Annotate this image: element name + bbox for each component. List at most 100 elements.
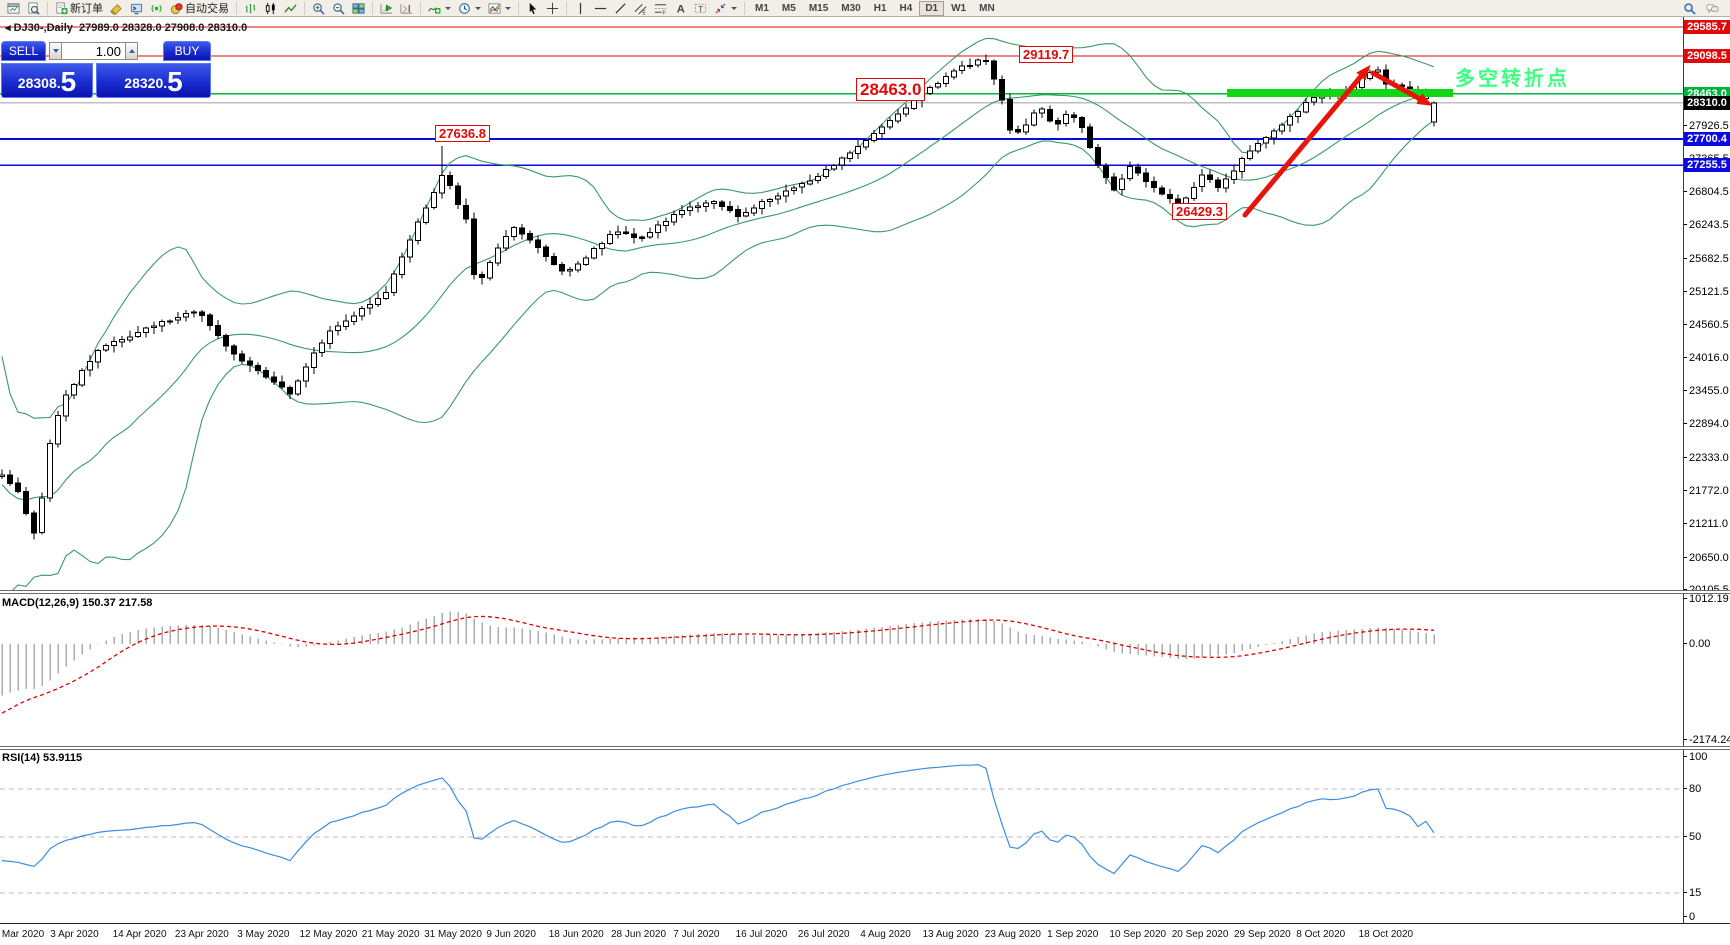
main-toolbar: 新订单 自动交易 E F A T M1 M5 M15 M30 H1 H4 D1 W1 MN bbox=[0, 0, 1730, 17]
macd-chart-svg[interactable] bbox=[0, 595, 1683, 746]
toolbar-cursor-button[interactable] bbox=[523, 1, 542, 16]
toolbar-tile-windows-button[interactable] bbox=[349, 1, 368, 16]
price-tick-label: 25121.5 bbox=[1683, 286, 1729, 299]
toolbar-fibonacci-button[interactable]: F bbox=[651, 1, 670, 16]
price-tick-label: 27926.5 bbox=[1683, 119, 1729, 132]
toolbar-chart-shift-button[interactable] bbox=[397, 1, 416, 16]
toolbar-print-preview-button[interactable] bbox=[24, 1, 43, 16]
timeframe-m5[interactable]: M5 bbox=[776, 1, 802, 16]
toolbar-text-button[interactable]: A bbox=[671, 1, 690, 16]
price-axis-tag: 29585.7 bbox=[1684, 20, 1730, 34]
price-annotation-label[interactable]: 28463.0 bbox=[856, 78, 926, 101]
toolbar-auto-scroll-button[interactable] bbox=[377, 1, 396, 16]
buy-button[interactable]: BUY bbox=[163, 41, 211, 61]
toolbar-text-label-button[interactable]: T bbox=[691, 1, 710, 16]
toolbar-crosshair-button[interactable] bbox=[543, 1, 562, 16]
volume-increase-button[interactable] bbox=[125, 42, 138, 60]
rsi-chart-svg[interactable] bbox=[0, 749, 1683, 922]
date-label: 29 Sep 2020 bbox=[1234, 929, 1291, 940]
price-annotation-label[interactable]: 27636.8 bbox=[435, 125, 490, 142]
toolbar-vertical-line-button[interactable] bbox=[571, 1, 590, 16]
timeframe-m1[interactable]: M1 bbox=[749, 1, 775, 16]
toolbar-broadcast-button[interactable] bbox=[147, 1, 166, 16]
toolbar-templates-button[interactable] bbox=[485, 1, 514, 16]
toolbar-new-order-button[interactable]: 新订单 bbox=[52, 1, 106, 16]
macd-label: MACD(12,26,9) 150.37 217.58 bbox=[2, 597, 153, 609]
rsi-pane[interactable] bbox=[0, 749, 1683, 922]
toolbar-indicators-button[interactable] bbox=[425, 1, 454, 16]
date-label: 28 Jun 2020 bbox=[611, 929, 667, 940]
line-chart-icon bbox=[284, 2, 297, 15]
sell-button[interactable]: SELL bbox=[1, 41, 46, 61]
timeframe-m30[interactable]: M30 bbox=[835, 1, 866, 16]
main-chart-pane[interactable] bbox=[0, 17, 1683, 613]
price-tick-label: 26804.5 bbox=[1683, 186, 1729, 199]
fibonacci-icon: F bbox=[654, 2, 667, 15]
zoom-in-icon bbox=[312, 2, 325, 15]
toolbar-zoom-out-button[interactable] bbox=[329, 1, 348, 16]
date-label: 23 Apr 2020 bbox=[174, 929, 229, 940]
toolbar-trend-line-button[interactable] bbox=[611, 1, 630, 16]
sell-price[interactable]: 28308. 5 bbox=[1, 63, 93, 98]
toolbar-line-chart-button[interactable] bbox=[281, 1, 300, 16]
svg-text:T: T bbox=[698, 3, 703, 13]
price-annotation-label[interactable]: 26429.3 bbox=[1172, 203, 1227, 220]
macd-tick-label: 0.00 bbox=[1682, 637, 1711, 650]
pane-splitter-rsi[interactable] bbox=[0, 746, 1730, 750]
price-axis-border bbox=[1683, 17, 1684, 923]
horizontal-line-icon bbox=[594, 2, 607, 15]
volume-input[interactable] bbox=[62, 42, 125, 60]
timeframe-d1[interactable]: D1 bbox=[919, 0, 945, 16]
periods-icon bbox=[458, 2, 471, 15]
price-chart-svg[interactable] bbox=[0, 17, 1683, 613]
buy-price-pip: 5 bbox=[167, 66, 183, 97]
symbol-ohlc-line: ◂ DJ30-,Daily 27989.0 28328.0 27908.0 28… bbox=[5, 22, 248, 34]
annotation-text[interactable]: 多空转折点 bbox=[1455, 68, 1570, 90]
macd-pane[interactable] bbox=[0, 595, 1683, 746]
date-label: 18 Jun 2020 bbox=[548, 929, 604, 940]
toolbar-terminal-button[interactable] bbox=[127, 1, 146, 16]
toolbar-eraser-button[interactable] bbox=[107, 1, 126, 16]
time-axis[interactable]: 26 Mar 2020 3 Apr 2020 14 Apr 2020 23 Apr 2… bbox=[0, 923, 1730, 945]
timeframe-m15[interactable]: M15 bbox=[803, 1, 834, 16]
date-label: 7 Jul 2020 bbox=[673, 929, 720, 940]
pane-splitter-macd[interactable] bbox=[0, 590, 1730, 594]
toolbar-search-button[interactable] bbox=[1680, 1, 1699, 16]
toolbar-horizontal-line-button[interactable] bbox=[591, 1, 610, 16]
arrows-icon bbox=[714, 2, 727, 15]
rsi-tick-label: 50 bbox=[1682, 831, 1702, 843]
toolbar-candle-chart-button[interactable] bbox=[261, 1, 280, 16]
toolbar-arrows-button[interactable] bbox=[711, 1, 740, 16]
toolbar-chart-window-button[interactable] bbox=[4, 1, 23, 16]
date-label: 23 Aug 2020 bbox=[984, 929, 1041, 940]
chevron-down-icon bbox=[52, 49, 59, 53]
eraser-icon bbox=[110, 2, 123, 15]
volume-decrease-button[interactable] bbox=[49, 42, 62, 60]
buy-price[interactable]: 28320. 5 bbox=[96, 63, 211, 98]
templates-icon bbox=[488, 2, 501, 15]
toolbar-autotrade-button[interactable]: 自动交易 bbox=[167, 1, 232, 16]
chevron-down-icon bbox=[475, 6, 481, 10]
date-label: 9 Jun 2020 bbox=[486, 929, 536, 940]
bars-chart-icon bbox=[244, 2, 257, 15]
timeframe-w1[interactable]: W1 bbox=[945, 1, 972, 16]
toolbar-periods-button[interactable] bbox=[455, 1, 484, 16]
toolbar-chat-button[interactable] bbox=[1703, 1, 1722, 16]
price-tick-label: 21772.0 bbox=[1683, 485, 1729, 498]
toolbar-separator bbox=[566, 1, 567, 15]
autotrade-icon bbox=[170, 2, 183, 15]
toolbar-channel-button[interactable]: E bbox=[631, 1, 650, 16]
toolbar-separator bbox=[47, 1, 48, 15]
timeframe-h1[interactable]: H1 bbox=[868, 1, 893, 16]
timeframe-mn[interactable]: MN bbox=[973, 1, 1001, 16]
chart-window-icon bbox=[7, 2, 20, 15]
timeframe-h4[interactable]: H4 bbox=[894, 1, 919, 16]
toolbar-zoom-in-button[interactable] bbox=[309, 1, 328, 16]
print-preview-icon bbox=[27, 1, 40, 15]
toolbar-separator bbox=[236, 1, 237, 15]
toolbar-bars-chart-button[interactable] bbox=[241, 1, 260, 16]
trend-line-icon bbox=[614, 2, 627, 15]
auto-scroll-icon bbox=[380, 2, 393, 15]
price-annotation-label[interactable]: 29119.7 bbox=[1019, 46, 1074, 63]
